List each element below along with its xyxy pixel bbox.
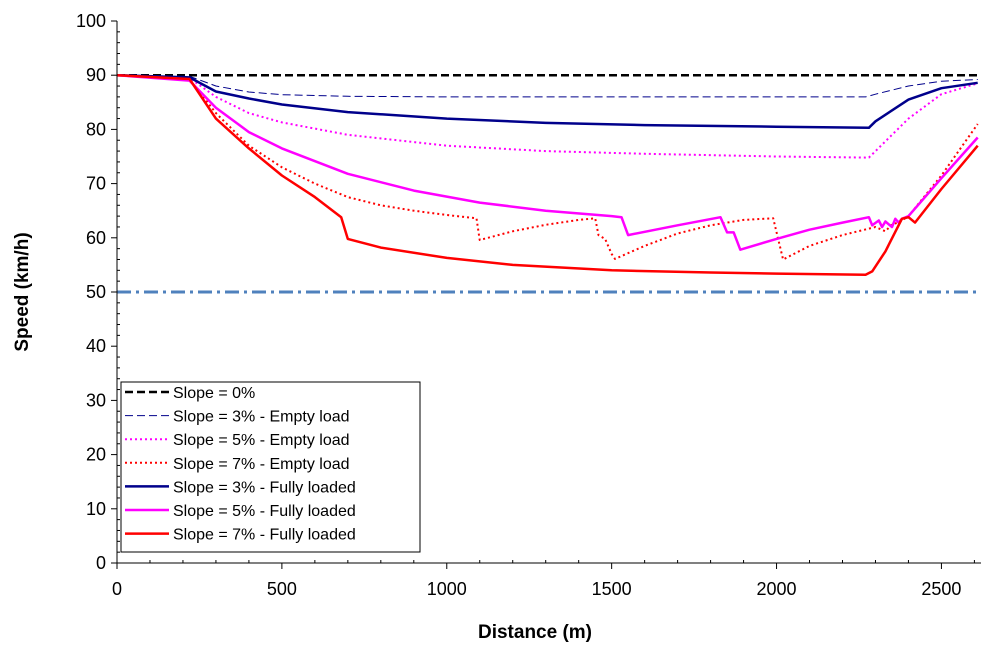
x-axis-title: Distance (m): [478, 622, 592, 643]
series-line-6: [116, 73, 979, 251]
legend-label: Slope = 3% - Empty load: [173, 409, 350, 426]
legend-label: Slope = 7% - Fully loaded: [173, 527, 356, 544]
y-axis-title: Speed (km/h): [12, 232, 33, 351]
series-line-2: [116, 74, 978, 98]
y-tick-label: 100: [76, 11, 106, 31]
y-tick-label: 60: [86, 228, 106, 248]
legend-label: Slope = 3% - Fully loaded: [173, 479, 356, 496]
legend-label: Slope = 0%: [173, 385, 255, 402]
series-line-3: [116, 74, 978, 159]
y-tick-label: 80: [86, 119, 106, 139]
y-tick-label: 30: [86, 390, 106, 410]
x-tick-label: 0: [112, 579, 122, 599]
legend-label: Slope = 5% - Empty load: [173, 432, 350, 449]
y-tick-label: 70: [86, 174, 106, 194]
y-tick-label: 90: [86, 65, 106, 85]
series-line-4: [116, 74, 979, 261]
series-line-7: [116, 73, 979, 276]
x-tick-label: 2000: [757, 579, 797, 599]
legend-label: Slope = 7% - Empty load: [173, 456, 350, 473]
y-tick-label: 10: [86, 499, 106, 519]
x-tick-label: 500: [267, 579, 297, 599]
y-tick-label: 0: [96, 553, 106, 573]
legend: Slope = 0% Slope = 3% - Empty load Slope =…: [120, 381, 421, 553]
x-tick-label: 1500: [592, 579, 632, 599]
y-tick-label: 20: [86, 445, 106, 465]
y-tick-label: 40: [86, 336, 106, 356]
series-line-5: [116, 73, 978, 130]
series-layer: [116, 73, 979, 276]
legend-box: [120, 381, 421, 553]
x-tick-label: 2500: [921, 579, 961, 599]
x-tick-label: 1000: [427, 579, 467, 599]
y-tick-label: 50: [86, 282, 106, 302]
legend-label: Slope = 5% - Fully loaded: [173, 503, 356, 520]
